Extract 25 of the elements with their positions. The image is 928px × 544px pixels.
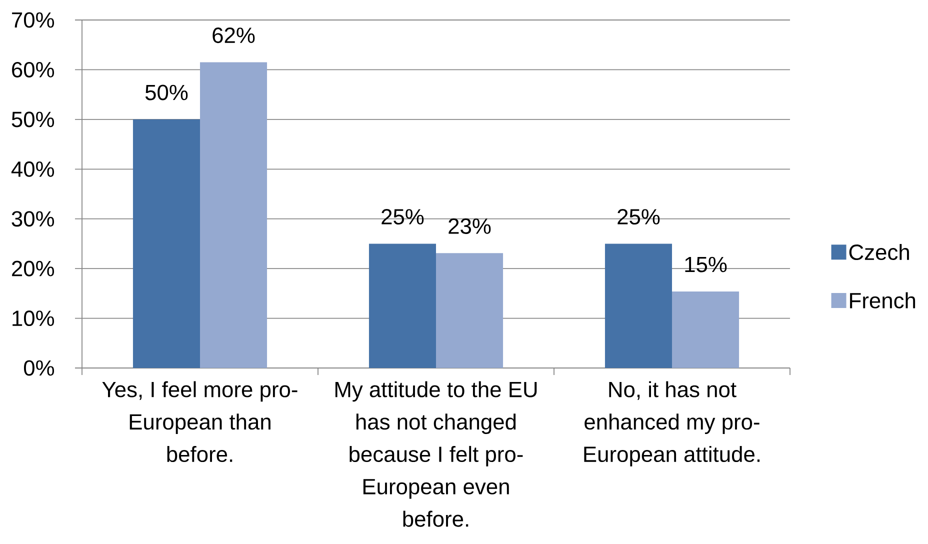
- y-tick-label: 0%: [24, 360, 54, 376]
- bar: [672, 291, 740, 368]
- data-label: 15%: [685, 256, 727, 272]
- legend-label: French: [850, 292, 916, 308]
- y-tick-label: 40%: [11, 161, 54, 177]
- data-label: 25%: [618, 208, 660, 225]
- bar: [368, 244, 436, 368]
- y-tick-label: 20%: [12, 260, 54, 276]
- y-tick-label: 60%: [12, 62, 54, 78]
- data-label: 50%: [145, 84, 188, 100]
- legend-label: Czech: [849, 244, 909, 260]
- bar: [604, 244, 672, 368]
- x-tick-label: Yes, I feel more pro-European than before.: [102, 381, 298, 462]
- data-label: 25%: [382, 208, 424, 225]
- x-tick-label: My attitude to the EU has not changed because I felt pro-European even before.: [335, 381, 537, 527]
- y-tick-label: 10%: [12, 310, 54, 326]
- bar: [200, 62, 268, 368]
- bar: [436, 253, 504, 368]
- data-label: 23%: [448, 218, 491, 234]
- y-tick-label: 70%: [12, 12, 54, 28]
- y-tick-label: 30%: [12, 211, 54, 227]
- data-label: 62%: [212, 28, 255, 44]
- y-tick-label: 50%: [12, 112, 54, 128]
- x-tick-label: No, it has not enhanced my pro-European attitude.: [584, 381, 760, 466]
- bar: [132, 119, 200, 368]
